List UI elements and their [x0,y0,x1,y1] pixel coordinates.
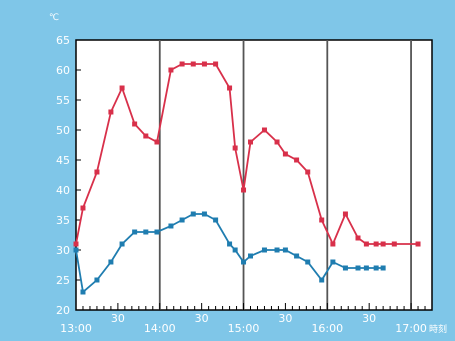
series-2-point [319,277,325,283]
series-1-point [391,241,397,247]
series-1-point [241,187,247,193]
series-1-point [179,61,185,67]
series-2-point [241,259,247,265]
series-1-point [282,151,288,157]
x-tick-label: 30 [278,312,292,325]
series-1-point [80,205,86,211]
series-1-point [415,241,421,247]
series-2-point [143,229,149,235]
series-2-point [373,265,379,271]
series-2-point [168,223,174,229]
series-2-point [274,247,280,253]
series-1-point [380,241,386,247]
series-2-point [94,277,100,283]
series-1-point [201,61,207,67]
series-1-point [261,127,267,133]
y-tick-label: 65 [56,34,70,47]
y-tick-label: 35 [56,214,70,227]
y-tick-label: 60 [56,64,70,77]
y-tick-label: 50 [56,124,70,137]
series-1-point [132,121,138,127]
y-axis-unit: ℃ [49,13,59,23]
series-1-point [168,67,174,73]
series-2-point [282,247,288,253]
series-2-point [132,229,138,235]
series-2-point [355,265,361,271]
x-tick-label: 30 [362,312,376,325]
x-tick-label: 14:00 [144,322,176,335]
series-1-point [94,169,100,175]
series-1-point [232,145,238,151]
x-tick-label: 16:00 [311,322,343,335]
series-2-point [227,241,233,247]
y-tick-label: 25 [56,274,70,287]
series-1-point [319,217,325,223]
series-1-point [363,241,369,247]
series-2-point [154,229,160,235]
x-tick-label: 13:00 [60,322,92,335]
series-1-point [274,139,280,145]
series-2-point [119,241,125,247]
x-tick-label: 17:00 [395,322,427,335]
series-1-point [213,61,219,67]
series-1-point [119,85,125,91]
series-1-point [143,133,149,139]
series-2-point [380,265,386,271]
series-2-point [73,247,79,253]
series-1-point [355,235,361,241]
series-2-point [108,259,114,265]
y-tick-label: 40 [56,184,70,197]
y-tick-label: 45 [56,154,70,167]
series-1-point [190,61,196,67]
series-1-point [73,241,79,247]
x-axis-unit: 時刻 [429,323,447,335]
series-2-point [201,211,207,217]
series-1-point [154,139,160,145]
y-tick-label: 55 [56,94,70,107]
series-2-point [342,265,348,271]
series-2-point [330,259,336,265]
x-tick-label: 30 [111,312,125,325]
series-2-point [80,289,86,295]
x-tick-label: 30 [195,312,209,325]
series-1-point [342,211,348,217]
y-tick-label: 20 [56,304,70,317]
series-1-point [305,169,311,175]
series-1-point [227,85,233,91]
series-2-point [294,253,300,259]
series-2-point [248,253,254,259]
series-1-point [373,241,379,247]
plot-area [75,39,433,311]
y-tick-label: 30 [56,244,70,257]
series-2-point [305,259,311,265]
series-1-point [294,157,300,163]
series-2-point [363,265,369,271]
series-2-point [213,217,219,223]
series-2-point [261,247,267,253]
series-2-point [232,247,238,253]
series-1-point [108,109,114,115]
series-2-point [179,217,185,223]
series-2-point [190,211,196,217]
series-1-point [248,139,254,145]
x-tick-label: 15:00 [228,322,260,335]
series-1-point [330,241,336,247]
